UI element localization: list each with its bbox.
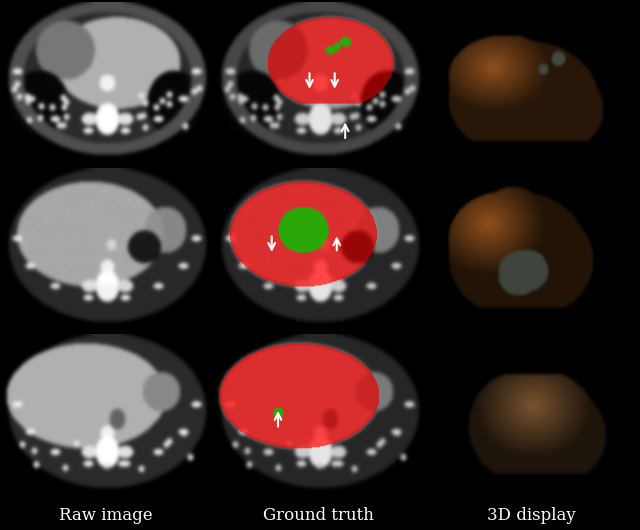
Text: 3D display: 3D display [487, 507, 575, 524]
Text: Raw image: Raw image [59, 507, 152, 524]
Text: Ground truth: Ground truth [262, 507, 374, 524]
